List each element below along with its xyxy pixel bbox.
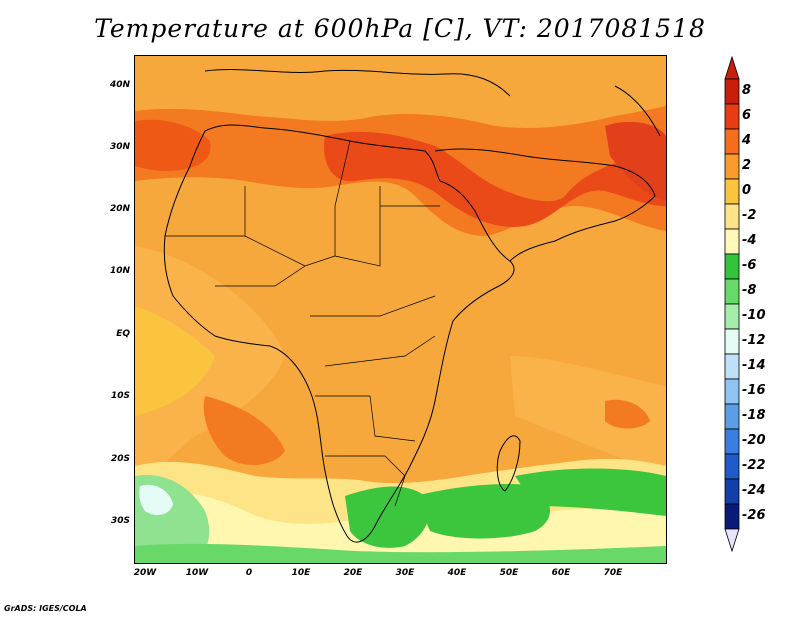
colorbar-tick-label: 8 (742, 82, 752, 98)
lat-label-10s: 10S (110, 391, 130, 401)
colorbar-segment (724, 153, 740, 180)
madagascar-coastline (496, 435, 521, 492)
cold-core-patch (139, 484, 173, 516)
colorbar-tick-label: -16 (742, 382, 766, 398)
colorbar-segment (724, 403, 740, 430)
colorbar-tick-label: 0 (742, 182, 752, 198)
colorbar-segment (724, 253, 740, 280)
lat-label-20s: 20S (110, 454, 130, 464)
colorbar (724, 55, 740, 553)
asia-coastline (614, 85, 661, 137)
border-southern (325, 455, 406, 507)
border-central (310, 295, 436, 317)
lon-label-20e: 20E (343, 568, 363, 578)
coastlines (163, 69, 661, 543)
colorbar-segment (724, 103, 740, 130)
colorbar-segment (724, 453, 740, 480)
colorbar-segment (724, 228, 740, 255)
lon-label-40e: 40E (447, 568, 467, 578)
colorbar-tick-label: -6 (742, 257, 757, 273)
atlantic-warm-patch (203, 396, 285, 466)
colorbar-tick-label: -2 (742, 207, 757, 223)
colorbar-segment (724, 178, 740, 205)
colorbar-tick-label: -8 (742, 282, 757, 298)
southern-edge-green (135, 543, 666, 563)
lon-label-70e: 70E (603, 568, 623, 578)
colorbar-segment (724, 303, 740, 330)
colorbar-segment (724, 78, 740, 105)
colorbar-segment (724, 278, 740, 305)
south-africa-green (345, 486, 429, 548)
lon-label-10w: 10W (185, 568, 209, 578)
colorbar-tick-label: -22 (742, 457, 766, 473)
country-borders (165, 140, 440, 507)
grads-credit: GrADS: IGES/COLA (4, 604, 87, 613)
colorbar-tick-label: 6 (742, 107, 752, 123)
colorbar-tick-label: 2 (742, 157, 752, 173)
colorbar-tick-label: -20 (742, 432, 766, 448)
lon-label-50e: 50E (499, 568, 519, 578)
colorbar-tick-label: -14 (742, 357, 766, 373)
indian-warm-patch (605, 399, 650, 429)
lat-label-10n: 10N (109, 266, 130, 276)
temperature-map (134, 55, 667, 564)
india-hot-spot (605, 121, 666, 201)
map-title: Temperature at 600hPa [C], VT: 201708151… (94, 14, 706, 43)
lat-label-30s: 30S (110, 516, 130, 526)
far-south-green (515, 468, 666, 516)
colorbar-segment (724, 478, 740, 505)
colorbar-segment (724, 328, 740, 355)
lat-label-eq: EQ (116, 329, 130, 339)
colorbar-tick-label: -4 (742, 232, 757, 248)
colorbar-segment (724, 378, 740, 405)
indian-ocean-mild-zone (510, 356, 666, 476)
atlantic-cool-patch (135, 306, 215, 416)
arabia-coastline (434, 148, 656, 262)
europe-coastline (204, 69, 511, 97)
colorbar-bottom-arrow (724, 528, 740, 553)
colorbar-segment (724, 353, 740, 380)
border-libya-chad (334, 186, 381, 267)
colorbar-segment (724, 428, 740, 455)
indian-south-green (415, 484, 550, 539)
colorbar-segment (724, 503, 740, 530)
border-angola (315, 395, 416, 442)
morocco-hot-spot (135, 119, 211, 171)
colorbar-segments (724, 55, 740, 553)
lon-label-0: 0 (245, 568, 253, 578)
africa-coastline (163, 124, 515, 543)
lon-label-30e: 30E (395, 568, 415, 578)
colorbar-tick-label: -18 (742, 407, 766, 423)
colorbar-tick-label: -26 (742, 507, 766, 523)
colorbar-segment (724, 128, 740, 155)
lat-label-20n: 20N (109, 204, 130, 214)
colorbar-tick-label: -12 (742, 332, 766, 348)
lon-label-10e: 10E (291, 568, 311, 578)
border-sahel (215, 265, 306, 287)
lat-label-40n: 40N (109, 80, 130, 90)
border-congo (324, 335, 436, 367)
colorbar-segment (724, 203, 740, 230)
colorbar-tick-label: 4 (742, 132, 752, 148)
map-canvas (135, 56, 666, 563)
lon-label-20w: 20W (133, 568, 157, 578)
lat-label-30n: 30N (109, 142, 130, 152)
colorbar-tick-label: -10 (742, 307, 766, 323)
lon-label-60e: 60E (551, 568, 571, 578)
sahara-arabia-hot-core (324, 131, 666, 227)
colorbar-tick-label: -24 (742, 482, 766, 498)
colorbar-top-arrow (724, 55, 740, 80)
